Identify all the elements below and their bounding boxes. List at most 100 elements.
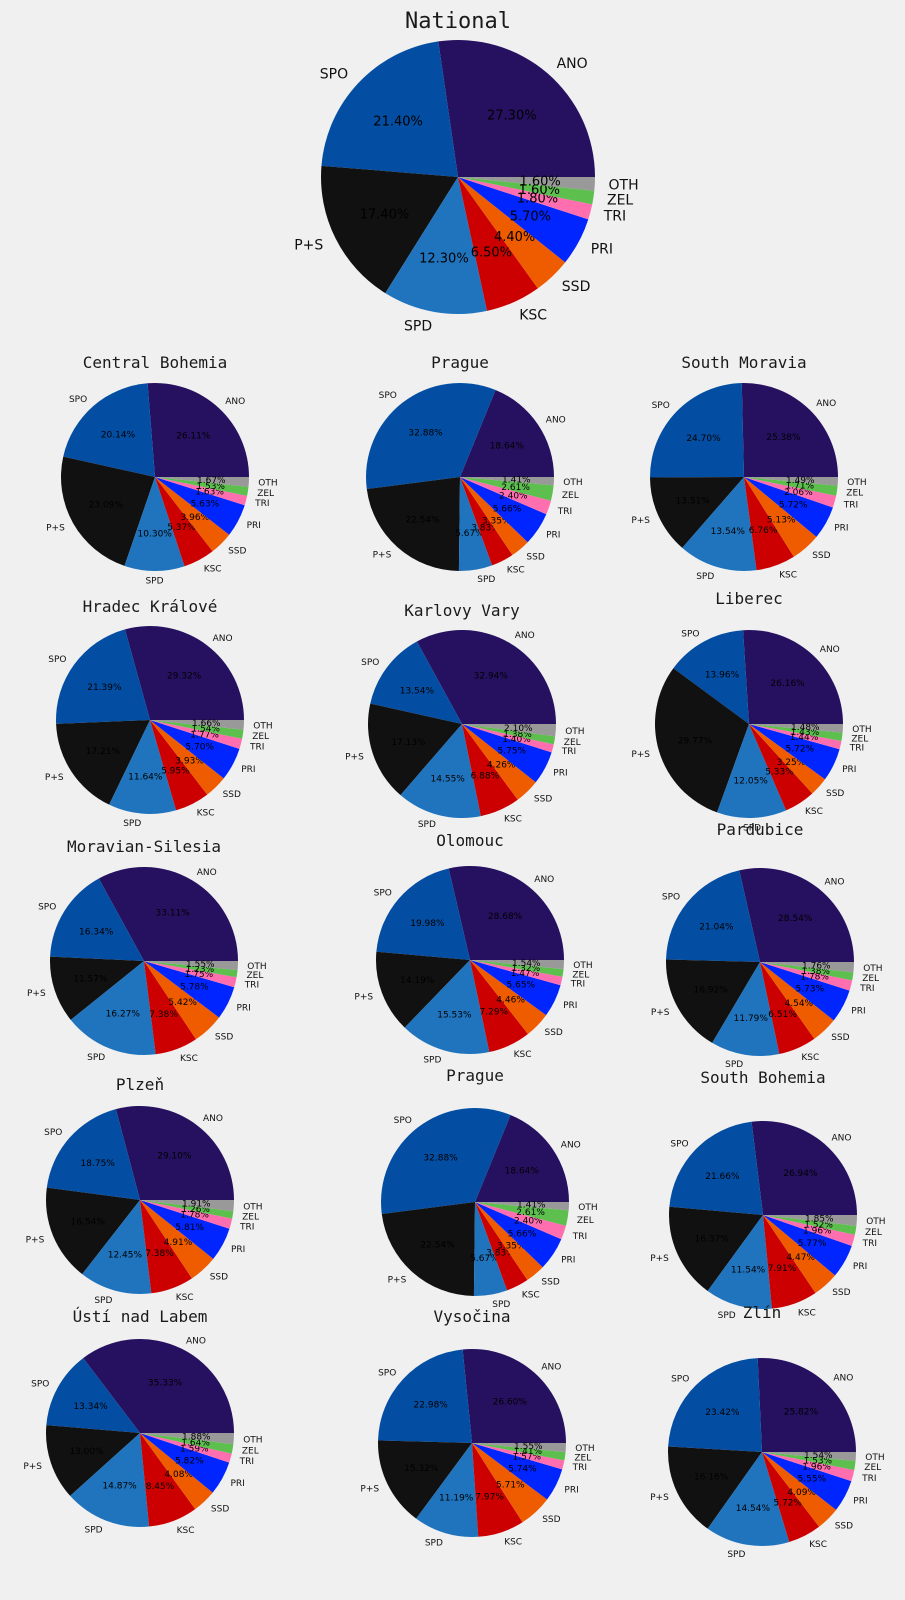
slice-percent-label: 3.83% — [471, 523, 500, 533]
slice-percent-label: 6.76% — [749, 526, 778, 536]
pie-slice — [650, 477, 744, 548]
pie-slice — [475, 1202, 566, 1240]
slice-percent-label: 5.72% — [786, 745, 815, 755]
pie-slice — [140, 1200, 234, 1212]
slice-label: TRI — [862, 1239, 877, 1249]
pie-slice — [460, 477, 554, 501]
chart-title: South Bohemia — [700, 1068, 825, 1087]
slice-percent-label: 14.55% — [431, 775, 466, 785]
slice-label: OTH — [847, 478, 866, 488]
pie-slice — [385, 177, 488, 315]
slice-percent-label: 8.45% — [146, 1482, 175, 1492]
slice-label: P+S — [45, 773, 64, 783]
pie-slice — [46, 1358, 140, 1433]
slice-label: SPO — [670, 1139, 688, 1149]
pie-slice — [438, 40, 595, 177]
slice-percent-label: 5.37% — [167, 523, 196, 533]
slice-percent-label: 1.96% — [803, 1226, 832, 1236]
slice-percent-label: 21.40% — [373, 114, 423, 129]
chart-title: Pardubice — [717, 820, 804, 839]
slice-label: PRI — [563, 1001, 577, 1011]
slice-label: KSC — [177, 1526, 195, 1536]
slice-percent-label: 2.40% — [514, 1217, 543, 1227]
slice-percent-label: 5.78% — [180, 982, 209, 992]
pie-slice — [140, 1200, 230, 1259]
pie-slice — [140, 1433, 234, 1445]
slice-label: ANO — [515, 631, 535, 641]
pie-slice — [140, 1200, 192, 1294]
pie-slice — [707, 1215, 772, 1309]
pie-slice — [140, 1433, 234, 1454]
slice-percent-label: 11.57% — [73, 975, 108, 985]
slice-label: SSD — [835, 1522, 853, 1532]
slice-percent-label: 28.54% — [778, 914, 813, 924]
pie-slice — [150, 720, 243, 749]
pie-slice — [83, 1338, 235, 1433]
slice-percent-label: 26.11% — [176, 432, 211, 442]
chart-title: Zlín — [743, 1303, 782, 1322]
slice-label: SPD — [725, 1060, 743, 1070]
pie-slice — [649, 383, 744, 478]
pie-slice — [376, 951, 470, 1028]
pie-slice — [475, 1114, 569, 1202]
slice-label: ANO — [816, 399, 836, 409]
pie-slice — [749, 724, 840, 780]
pie-slice — [460, 477, 528, 556]
pie-slice — [673, 630, 749, 724]
slice-percent-label: 4.91% — [164, 1238, 193, 1248]
slice-label: ANO — [561, 1141, 581, 1151]
slice-label: SPO — [379, 391, 397, 401]
slice-label: TRI — [843, 500, 858, 510]
slice-label: SPD — [696, 572, 714, 582]
slice-percent-label: 1.47% — [511, 969, 540, 979]
pie-slice — [70, 961, 156, 1055]
slice-percent-label: 5.13% — [767, 516, 796, 526]
pie-slice — [760, 962, 850, 1021]
slice-percent-label: 15.53% — [437, 1010, 472, 1020]
slice-label: ZEL — [242, 1213, 259, 1223]
slice-label: SPO — [662, 893, 680, 903]
slice-percent-label: 5.33% — [765, 768, 794, 778]
slice-percent-label: 1.77% — [190, 731, 219, 741]
pie-slice — [144, 961, 220, 1040]
slice-percent-label: 1.52% — [804, 1220, 833, 1230]
slice-label: KSC — [779, 570, 797, 580]
pie-slice — [140, 1200, 233, 1229]
pie-slice — [50, 878, 144, 961]
slice-label: SSD — [832, 1288, 850, 1298]
slice-label: KSC — [519, 308, 547, 324]
pie-slice — [45, 1187, 141, 1275]
pie-slice — [473, 1202, 508, 1296]
slice-label: P+S — [650, 1254, 669, 1264]
slice-label: ZEL — [257, 489, 274, 499]
slice-label: KSC — [180, 1054, 198, 1064]
pie-slice — [150, 720, 224, 795]
slice-percent-label: 13.54% — [400, 686, 435, 696]
slice-label: TRI — [572, 1463, 587, 1473]
pie-slice — [144, 961, 235, 1018]
slice-percent-label: 6.50% — [471, 246, 512, 261]
slice-label: ZEL — [607, 193, 633, 209]
pie-slice — [757, 1357, 856, 1452]
slice-percent-label: 5.65% — [507, 981, 536, 991]
pie-slice — [472, 1443, 523, 1537]
chart-title: Moravian-Silesia — [67, 837, 221, 856]
slice-label: OTH — [573, 961, 592, 971]
pie-slice — [470, 960, 528, 1052]
slice-percent-label: 5.70% — [185, 743, 214, 753]
slice-label: ZEL — [247, 971, 264, 981]
slice-percent-label: 5.95% — [161, 767, 190, 777]
pie-slice — [63, 383, 155, 477]
slice-label: TRI — [561, 747, 576, 757]
slice-percent-label: 5.72% — [773, 1498, 802, 1508]
pie-slice — [155, 477, 248, 506]
slice-percent-label: 6.51% — [768, 1010, 797, 1020]
slice-percent-label: 1.41% — [502, 476, 531, 486]
slice-label: ANO — [825, 877, 845, 887]
slice-label: SSD — [228, 546, 246, 556]
slice-label: SPD — [404, 318, 432, 334]
slice-label: TRI — [557, 507, 572, 517]
slice-percent-label: 1.44% — [790, 733, 819, 743]
pie-slice — [155, 477, 245, 535]
slice-percent-label: 28.68% — [488, 912, 523, 922]
